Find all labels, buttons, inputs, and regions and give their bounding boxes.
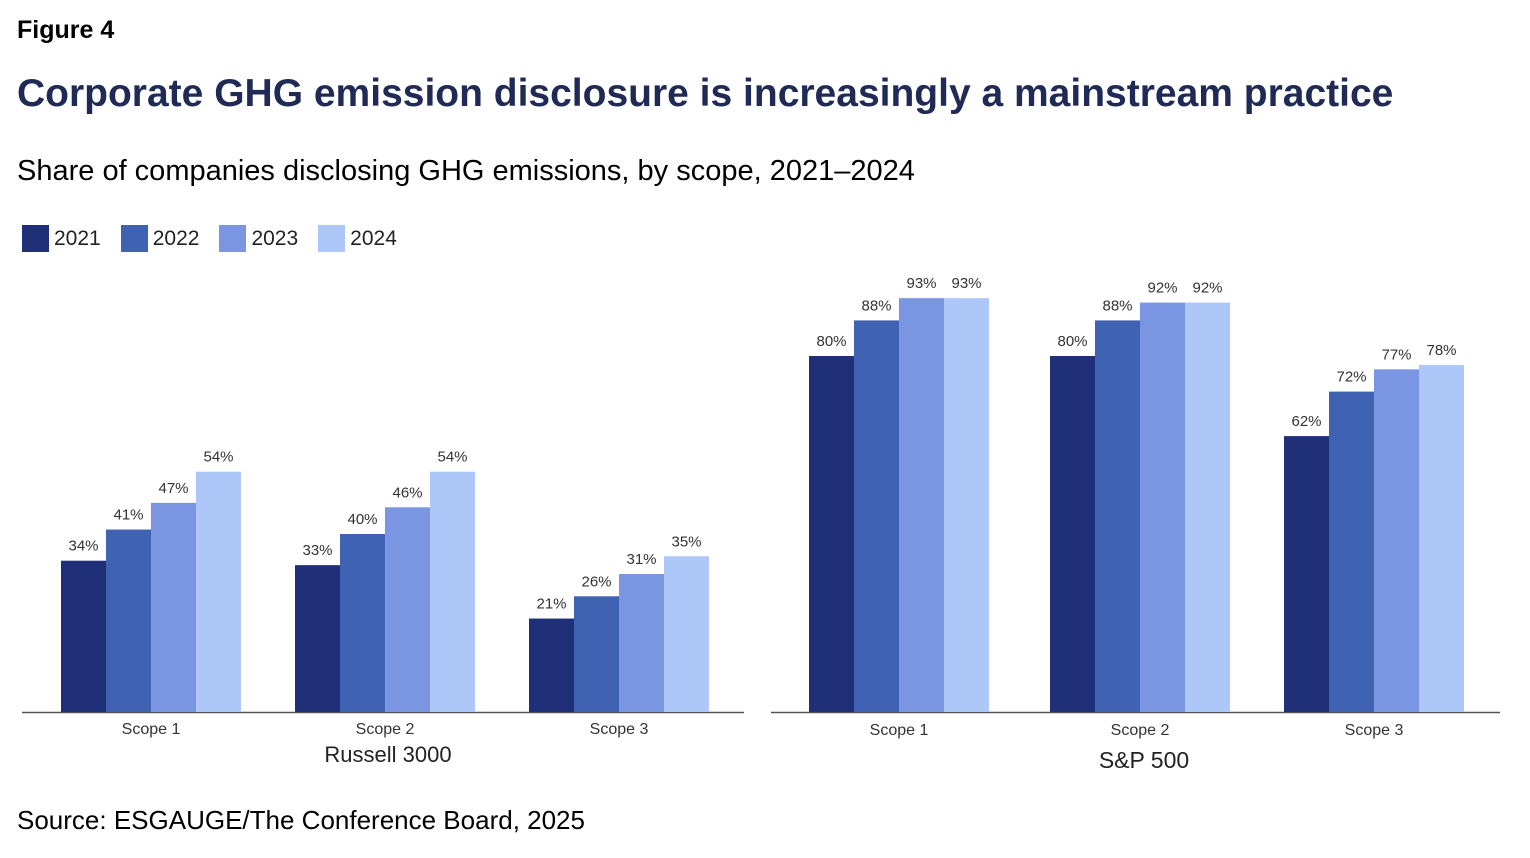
russell-bar-1-2022 [106,529,151,712]
chart-title: Corporate GHG emission disclosure is inc… [17,72,1394,115]
legend-swatch-2021 [22,225,49,252]
sp500-bar-2-2024 [1185,302,1230,712]
sp500-data-label-3-2021: 62% [1291,413,1321,430]
legend-swatch-2023 [219,225,247,252]
sp500-data-label-1-2022: 88% [861,297,891,314]
sp500-bar-1-2021 [809,356,854,712]
sp500-data-label-1-2024: 93% [951,275,981,292]
legend-item-2021: 2021 [22,225,101,252]
sp500-data-label-2-2023: 92% [1147,280,1177,297]
russell-data-label-3-2022: 26% [581,573,611,590]
russell-data-label-1-2021: 34% [68,538,98,555]
sp500-x-axis-title: S&P 500 [1099,747,1189,773]
russell-bar-3-2022 [574,596,619,712]
sp500-bar-3-2024 [1419,364,1464,712]
russell-data-label-1-2023: 47% [158,480,188,497]
russell-data-label-1-2024: 54% [203,449,233,466]
russell-data-label-2-2024: 54% [437,449,467,466]
russell-bar-2-2023 [385,507,430,712]
legend-label-2022: 2022 [152,226,200,250]
sp500-data-label-2-2022: 88% [1102,297,1132,314]
legend-swatch-2024 [318,225,346,252]
sp500-data-label-3-2024: 78% [1426,342,1456,359]
sp500-data-label-3-2023: 77% [1381,346,1411,363]
russell-bar-3-2024 [664,556,709,712]
russell-tick-label-3: Scope 3 [590,721,649,738]
legend-label-2024: 2024 [350,226,397,250]
russell-tick-label-2: Scope 2 [356,721,415,738]
russell-data-label-2-2021: 33% [302,542,332,559]
russell-data-label-3-2021: 21% [536,596,566,613]
chart-subtitle: Share of companies disclosing GHG emissi… [17,155,915,187]
russell-data-label-3-2024: 35% [671,533,701,550]
russell-bar-3-2021 [529,618,574,712]
russell-data-label-1-2022: 41% [113,507,143,524]
sp500-bar-1-2022 [854,320,899,712]
legend-label-2023: 2023 [251,226,299,250]
russell-bar-1-2023 [151,502,196,712]
sp500-bar-2-2022 [1095,320,1140,712]
sp500-data-label-2-2021: 80% [1057,333,1087,350]
sp500-bar-3-2022 [1329,391,1374,712]
legend-label-2021: 2021 [54,226,101,250]
sp500-data-label-1-2023: 93% [906,275,936,292]
figure-label: Figure 4 [17,16,115,44]
russell-tick-label-1: Scope 1 [122,721,181,738]
legend-swatch-2022 [120,225,148,252]
sp500-bar-1-2024 [944,298,989,712]
sp500-bar-2-2021 [1050,356,1095,712]
legend: 2021 2022 2023 2024 [22,225,397,252]
legend-item-2023: 2023 [219,225,298,252]
russell-bar-1-2021 [61,560,106,712]
sp500-bar-1-2023 [899,298,944,712]
legend-item-2024: 2024 [318,225,397,252]
sp500-data-label-2-2024: 92% [1192,280,1222,297]
russell-bar-2-2021 [295,565,340,712]
sp500-data-label-3-2022: 72% [1336,369,1366,386]
sp500-bar-2-2023 [1140,302,1185,712]
legend-item-2022: 2022 [120,225,200,252]
russell-data-label-2-2023: 46% [392,484,422,501]
russell-bar-2-2022 [340,534,385,712]
russell-bar-1-2024 [196,471,241,712]
sp500-data-label-1-2021: 80% [816,333,846,350]
russell-bar-3-2023 [619,574,664,712]
sp500-tick-label-2: Scope 2 [1111,722,1170,739]
sp500-tick-label-3: Scope 3 [1345,722,1404,739]
source-note: Source: ESGAUGE/The Conference Board, 20… [17,805,585,835]
russell-data-label-2-2022: 40% [347,511,377,528]
russell-data-label-3-2023: 31% [626,551,656,568]
russell-x-axis-title: Russell 3000 [324,742,451,767]
russell-bar-2-2024 [430,471,475,712]
sp500-tick-label-1: Scope 1 [870,722,929,739]
sp500-bar-3-2023 [1374,369,1419,712]
sp500-bar-3-2021 [1284,436,1329,712]
